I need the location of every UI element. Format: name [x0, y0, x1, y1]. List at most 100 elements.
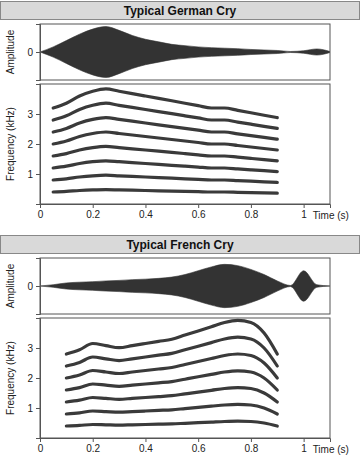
- tick-label: 0.8: [244, 209, 258, 220]
- harmonic-line: [66, 371, 277, 390]
- plot-frame: [40, 24, 330, 80]
- tick-mark: [198, 204, 199, 208]
- marks: [40, 264, 330, 307]
- tick: 2: [27, 373, 40, 384]
- harmonic-line: [66, 388, 277, 402]
- tick-label: 0.8: [244, 443, 258, 454]
- plot-frame: [40, 84, 330, 204]
- tick-label: 0: [38, 209, 44, 220]
- tick-mark: [145, 438, 146, 442]
- tick-mark: [304, 204, 305, 208]
- axis-line: [36, 25, 41, 81]
- tick: 1: [301, 438, 307, 454]
- tick-label: 0: [38, 443, 44, 454]
- tick-label: 1: [301, 443, 307, 454]
- y-axis-title: Frequency (kHz): [5, 341, 16, 415]
- marks: [66, 320, 277, 426]
- tick: 2: [27, 139, 40, 150]
- y-axis: 0: [27, 25, 40, 81]
- harmonic-line: [66, 337, 277, 366]
- axis-line: [36, 259, 41, 315]
- marks: [53, 89, 277, 193]
- title: Typical German Cry: [124, 4, 237, 18]
- tick-mark: [251, 438, 252, 442]
- tick-label: 0: [27, 281, 33, 292]
- plot-background: [40, 258, 330, 314]
- y-axis: 1 2 3: [27, 319, 40, 439]
- harmonic-line: [53, 103, 277, 128]
- tick-label: 1: [27, 403, 33, 414]
- tick: 3: [27, 109, 40, 120]
- tick-label: 3: [27, 109, 33, 120]
- x-axis: 0 0.2 0.4 0.6 0.8 1: [38, 204, 331, 220]
- amplitude-envelope: [40, 264, 330, 307]
- tick-mark: [145, 204, 146, 208]
- tick-mark: [40, 204, 41, 208]
- tick: 3: [27, 343, 40, 354]
- tick-mark: [36, 286, 40, 287]
- harmonic-line: [53, 190, 277, 194]
- tick-mark: [36, 378, 40, 379]
- plot-frame: [40, 318, 330, 438]
- title-banner: [1, 2, 360, 20]
- harmonic-line: [53, 118, 277, 140]
- plot-background: [40, 318, 330, 438]
- tick-mark: [93, 438, 94, 442]
- harmonic-line: [66, 404, 277, 414]
- axis-line: [41, 439, 331, 443]
- tick: 0.8: [244, 438, 258, 454]
- tick-mark: [304, 438, 305, 442]
- x-axis: 0 0.2 0.4 0.6 0.8 1: [38, 438, 331, 454]
- figure: Typical German Cry0Amplitude123Frequency…: [0, 0, 360, 470]
- tick-label: 2: [27, 373, 33, 384]
- panel: 1 2 3 Frequency (kHz) 0 0.2 0.4 0.6 0.8 1 Time (s): [5, 84, 349, 221]
- axis-line: [41, 205, 331, 209]
- tick-mark: [198, 438, 199, 442]
- tick-label: 0.6: [192, 443, 206, 454]
- tick: 1: [27, 403, 40, 414]
- amplitude-envelope: [40, 27, 330, 78]
- tick: 0: [38, 204, 44, 220]
- panel: Typical German Cry0Amplitude: [1, 2, 360, 81]
- tick: 0.4: [139, 204, 153, 220]
- harmonic-line: [53, 161, 277, 172]
- tick-mark: [36, 144, 40, 145]
- x-axis-title: Time (s): [313, 210, 349, 221]
- tick-label: 1: [27, 169, 33, 180]
- tick: 1: [301, 204, 307, 220]
- tick-mark: [36, 348, 40, 349]
- tick-mark: [93, 204, 94, 208]
- tick: 0.4: [139, 438, 153, 454]
- title: Typical French Cry: [126, 238, 233, 252]
- axis-line: [36, 85, 41, 205]
- tick-mark: [36, 52, 40, 53]
- y-axis: 1 2 3: [27, 85, 40, 205]
- harmonic-line: [66, 421, 277, 426]
- tick-label: 2: [27, 139, 33, 150]
- tick-label: 0.2: [86, 209, 100, 220]
- marks: [40, 27, 330, 78]
- tick-mark: [36, 174, 40, 175]
- harmonic-line: [53, 146, 277, 160]
- plot-frame: [40, 258, 330, 314]
- tick: 0.2: [86, 438, 100, 454]
- tick-label: 1: [301, 209, 307, 220]
- tick-mark: [36, 114, 40, 115]
- title-banner: [1, 236, 360, 254]
- tick: 0.8: [244, 204, 258, 220]
- tick: 0.2: [86, 204, 100, 220]
- tick: 0: [27, 47, 40, 58]
- tick: 0.6: [192, 204, 206, 220]
- tick-mark: [40, 438, 41, 442]
- y-axis-title: Frequency (kHz): [5, 107, 16, 181]
- tick-mark: [251, 204, 252, 208]
- harmonic-line: [53, 175, 277, 182]
- tick-label: 0.2: [86, 443, 100, 454]
- tick: 1: [27, 169, 40, 180]
- plot-background: [40, 84, 330, 204]
- tick-label: 0.6: [192, 209, 206, 220]
- x-axis-title: Time (s): [313, 444, 349, 455]
- axis-line: [36, 319, 41, 439]
- figure-svg: Typical German Cry0Amplitude123Frequency…: [0, 0, 360, 470]
- harmonic-line: [53, 89, 277, 118]
